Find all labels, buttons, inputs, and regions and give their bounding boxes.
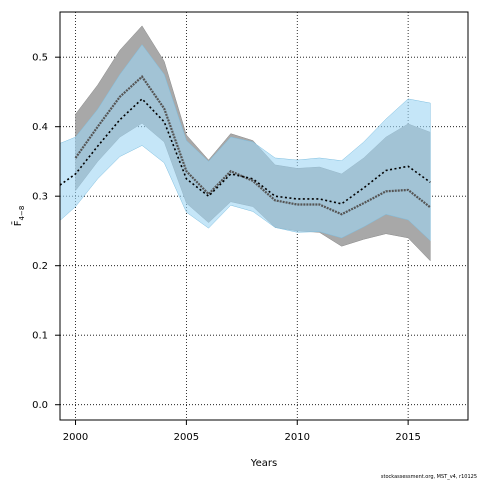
line-series-2: [59, 97, 431, 205]
confidence-bands: [59, 25, 431, 262]
line-series-1: [74, 74, 431, 216]
y-tick-label-2: 0.2: [32, 261, 48, 272]
band-series-2: [59, 44, 431, 242]
y-tick-label-4: 0.4: [32, 122, 48, 133]
x-tick-label-1: 2005: [174, 432, 199, 443]
y-axis: 0.0 0.1 0.2 0.3 0.4 0.5: [32, 53, 60, 411]
y-tick-label-0: 0.0: [32, 400, 48, 411]
y-tick-label-5: 0.5: [32, 53, 48, 64]
x-tick-label-0: 2000: [63, 432, 88, 443]
y-axis-title-group: F̄4−8: [11, 206, 26, 227]
y-axis-title: F̄4−8: [11, 206, 26, 227]
footer-credit: stockassessment.org, MST_v4, r10125: [381, 474, 477, 480]
y-tick-label-3: 0.3: [32, 192, 48, 203]
x-axis-title: Years: [250, 458, 277, 469]
x-axis: 2000 2005 2010 2015: [63, 420, 421, 443]
x-tick-label-2: 2010: [285, 432, 310, 443]
series-lines: [59, 74, 431, 216]
y-axis-title-main: F̄: [11, 220, 24, 226]
x-tick-label-3: 2015: [395, 432, 420, 443]
y-axis-title-subscript: 4−8: [18, 206, 26, 221]
plot-frame: [59, 11, 469, 421]
y-tick-label-1: 0.1: [32, 331, 48, 342]
